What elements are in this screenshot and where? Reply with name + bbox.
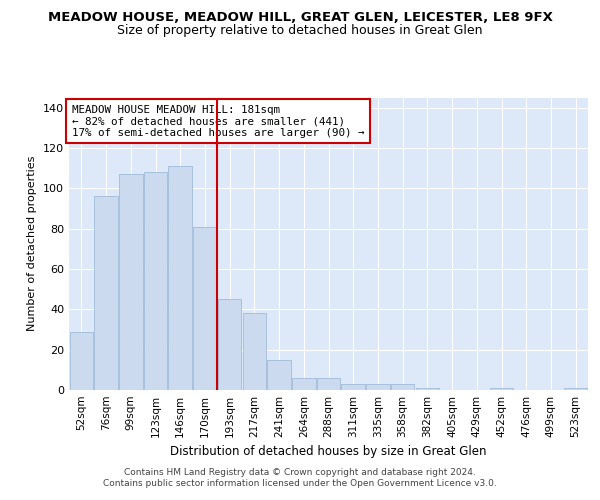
Bar bbox=[144, 172, 167, 390]
Text: MEADOW HOUSE, MEADOW HILL, GREAT GLEN, LEICESTER, LE8 9FX: MEADOW HOUSE, MEADOW HILL, GREAT GLEN, L… bbox=[47, 11, 553, 24]
Text: Contains HM Land Registry data © Crown copyright and database right 2024.
Contai: Contains HM Land Registry data © Crown c… bbox=[103, 468, 497, 487]
Bar bbox=[70, 332, 93, 390]
Text: MEADOW HOUSE MEADOW HILL: 181sqm
← 82% of detached houses are smaller (441)
17% : MEADOW HOUSE MEADOW HILL: 181sqm ← 82% o… bbox=[71, 105, 364, 138]
Bar bbox=[366, 384, 389, 390]
Bar bbox=[391, 384, 415, 390]
Text: Size of property relative to detached houses in Great Glen: Size of property relative to detached ho… bbox=[117, 24, 483, 37]
Bar bbox=[317, 378, 340, 390]
Bar bbox=[169, 166, 192, 390]
Bar bbox=[242, 314, 266, 390]
Y-axis label: Number of detached properties: Number of detached properties bbox=[28, 156, 37, 332]
Bar bbox=[292, 378, 316, 390]
Bar bbox=[193, 226, 217, 390]
Bar bbox=[341, 384, 365, 390]
Bar bbox=[490, 388, 513, 390]
Bar bbox=[119, 174, 143, 390]
Bar bbox=[268, 360, 291, 390]
Bar bbox=[416, 388, 439, 390]
Bar bbox=[564, 388, 587, 390]
Bar bbox=[218, 299, 241, 390]
Bar bbox=[94, 196, 118, 390]
X-axis label: Distribution of detached houses by size in Great Glen: Distribution of detached houses by size … bbox=[170, 446, 487, 458]
